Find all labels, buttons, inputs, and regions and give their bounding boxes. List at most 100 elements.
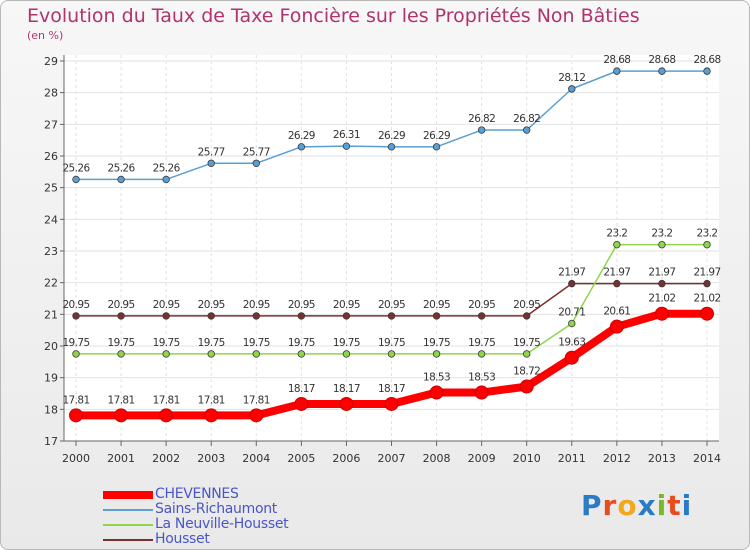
data-point-housset (523, 312, 531, 320)
data-label-sains-richaumont: 26.82 (513, 113, 540, 125)
legend-swatch-la-neuville-housset (103, 524, 153, 526)
data-point-chevennes (429, 385, 444, 400)
data-label-chevennes: 17.81 (62, 394, 89, 406)
data-label-sains-richaumont: 28.12 (558, 72, 585, 84)
data-point-sains-richaumont (297, 143, 306, 151)
legend-item-chevennes: CHEVENNES (103, 486, 363, 502)
data-point-la-neuville-housset (207, 350, 215, 358)
data-label-housset: 20.95 (423, 299, 450, 311)
data-point-housset (207, 312, 215, 320)
data-label-la-neuville-housset: 19.75 (513, 337, 540, 349)
data-label-sains-richaumont: 25.77 (243, 146, 270, 158)
logo-letter: i (681, 489, 693, 522)
data-point-la-neuville-housset (658, 240, 666, 249)
x-tick-label: 2005 (287, 452, 315, 465)
data-label-chevennes: 17.81 (243, 394, 270, 406)
x-tick-label: 2011 (558, 452, 586, 465)
data-label-chevennes: 18.17 (288, 383, 315, 395)
data-label-sains-richaumont: 26.29 (288, 130, 315, 142)
legend-label-la-neuville-housset: La Neuville-Housset (155, 516, 289, 532)
data-label-chevennes: 19.63 (558, 337, 585, 349)
logo-letter: x (637, 489, 657, 522)
data-label-housset: 20.95 (333, 299, 360, 311)
data-label-la-neuville-housset: 19.75 (468, 337, 495, 349)
data-label-housset: 20.95 (62, 299, 89, 311)
x-tick-label: 2001 (107, 452, 135, 465)
legend-label-housset: Housset (155, 531, 210, 547)
data-label-sains-richaumont: 25.77 (198, 146, 225, 158)
data-point-housset (658, 279, 666, 288)
data-label-chevennes: 17.81 (153, 394, 180, 406)
data-label-housset: 20.95 (468, 299, 495, 311)
data-label-la-neuville-housset: 19.75 (333, 337, 360, 349)
data-point-la-neuville-housset (387, 350, 396, 358)
data-point-housset (477, 312, 486, 320)
data-point-la-neuville-housset (432, 350, 441, 358)
data-label-housset: 20.95 (288, 299, 315, 311)
data-point-chevennes (339, 396, 354, 411)
data-point-housset (703, 279, 711, 288)
data-point-chevennes (474, 385, 489, 400)
y-tick-label: 21 (44, 308, 58, 321)
data-point-chevennes (114, 408, 129, 423)
data-point-housset (387, 312, 396, 320)
data-label-sains-richaumont: 25.26 (153, 162, 181, 174)
data-point-chevennes (609, 319, 624, 334)
x-tick-label: 2007 (378, 452, 406, 465)
legend-swatch-sains-richaumont (103, 509, 153, 511)
data-point-chevennes (654, 306, 669, 321)
data-label-sains-richaumont: 28.68 (648, 54, 675, 66)
x-tick-label: 2004 (242, 452, 270, 465)
logo-letter: r (602, 489, 618, 522)
data-point-housset (613, 279, 621, 288)
data-point-la-neuville-housset (297, 350, 306, 358)
data-point-la-neuville-housset (252, 350, 260, 358)
data-label-la-neuville-housset: 23.2 (651, 228, 672, 240)
y-tick-label: 22 (44, 277, 58, 290)
data-label-la-neuville-housset: 19.75 (108, 337, 135, 349)
data-label-chevennes: 17.81 (108, 394, 135, 406)
data-point-housset (297, 312, 306, 320)
data-label-sains-richaumont: 26.29 (378, 130, 405, 142)
data-point-sains-richaumont (658, 67, 666, 75)
legend-item-la-neuville-housset: La Neuville-Housset (103, 516, 363, 532)
data-point-chevennes (384, 396, 399, 411)
data-point-housset (117, 312, 125, 320)
data-point-chevennes (564, 350, 579, 365)
x-tick-label: 2012 (603, 452, 631, 465)
data-point-la-neuville-housset (523, 350, 531, 358)
y-tick-label: 29 (44, 55, 58, 68)
y-tick-label: 19 (44, 372, 58, 385)
data-point-chevennes (159, 408, 174, 423)
data-point-la-neuville-housset (72, 350, 80, 358)
legend-label-chevennes: CHEVENNES (155, 486, 239, 502)
legend-item-sains-richaumont: Sains-Richaumont (103, 501, 363, 517)
data-label-chevennes: 21.02 (693, 293, 720, 305)
x-tick-label: 2003 (197, 452, 225, 465)
data-label-chevennes: 17.81 (198, 394, 225, 406)
data-label-sains-richaumont: 26.29 (423, 130, 450, 142)
data-point-la-neuville-housset (342, 350, 351, 358)
chart-title: Evolution du Taux de Taxe Foncière sur l… (27, 5, 640, 27)
data-point-la-neuville-housset (117, 350, 125, 358)
legend-item-housset: Housset (103, 531, 363, 547)
data-label-housset: 20.95 (198, 299, 225, 311)
data-label-chevennes: 20.61 (603, 306, 630, 318)
data-label-sains-richaumont: 26.31 (333, 129, 360, 141)
data-label-la-neuville-housset: 19.75 (198, 337, 225, 349)
data-point-housset (432, 312, 441, 320)
data-label-sains-richaumont: 25.26 (62, 162, 90, 174)
data-label-la-neuville-housset: 19.75 (62, 337, 89, 349)
data-point-chevennes (519, 379, 534, 394)
x-tick-label: 2013 (648, 452, 676, 465)
data-point-la-neuville-housset (162, 350, 170, 358)
data-label-chevennes: 18.17 (378, 383, 405, 395)
data-point-housset (568, 279, 576, 288)
data-point-housset (252, 312, 260, 320)
y-tick-label: 24 (44, 213, 58, 226)
data-point-sains-richaumont (523, 126, 531, 134)
y-tick-label: 20 (44, 340, 58, 353)
y-tick-label: 17 (44, 435, 58, 448)
